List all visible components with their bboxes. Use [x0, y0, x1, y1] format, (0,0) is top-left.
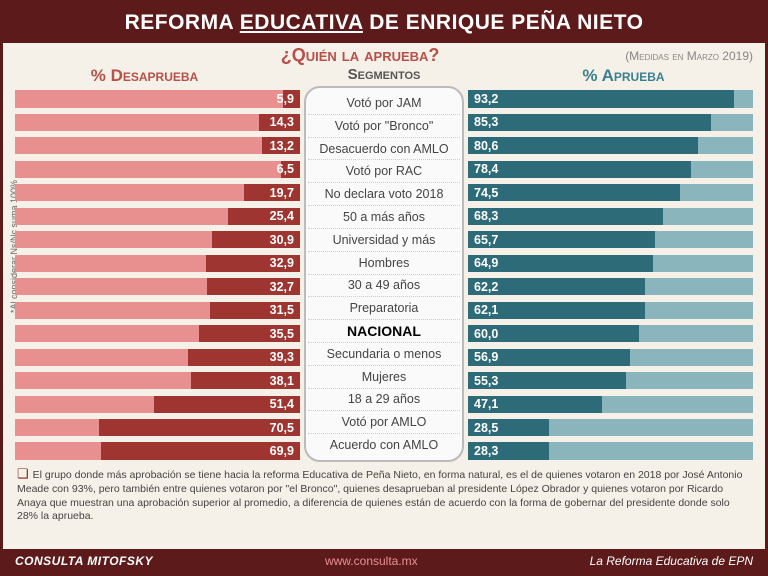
segments-column: Votó por JAMVotó por "Bronco"Desacuerdo … [304, 86, 464, 462]
disapprove-value: 39,3 [264, 350, 300, 364]
segment-label: Acuerdo con AMLO [308, 434, 460, 456]
segment-label: Preparatoria [308, 297, 460, 320]
disapprove-header: % Desaprueba [15, 66, 304, 86]
disapprove-bar: 35,5 [15, 323, 300, 345]
segment-label: No declara voto 2018 [308, 183, 460, 206]
brand-label: CONSULTA MITOFSKY [15, 554, 153, 568]
approve-bar: 68,3 [468, 205, 753, 227]
approve-value: 47,1 [468, 397, 504, 411]
approve-bar: 80,6 [468, 135, 753, 157]
question-title: ¿Quién la aprueba? [95, 45, 625, 66]
disapprove-bar: 5,9 [15, 88, 300, 110]
approve-value: 60,0 [468, 327, 504, 341]
disapprove-column: 5,9 14,3 13,2 6,5 19,7 25,4 30,9 32,9 32,7 31,5 35… [15, 86, 300, 462]
disapprove-bar: 6,5 [15, 158, 300, 180]
disapprove-bar: 30,9 [15, 229, 300, 251]
disapprove-value: 51,4 [264, 397, 300, 411]
disapprove-value: 31,5 [264, 303, 300, 317]
bottom-bar: CONSULTA MITOFSKY www.consulta.mx La Ref… [3, 549, 765, 573]
disapprove-bar: 70,5 [15, 417, 300, 439]
approve-bar: 62,2 [468, 276, 753, 298]
disapprove-bar: 13,2 [15, 135, 300, 157]
segments-header: Segmentos [304, 66, 464, 86]
segment-label: Secundaria o menos [308, 343, 460, 366]
approve-bar: 85,3 [468, 111, 753, 133]
approve-value: 78,4 [468, 162, 504, 176]
subheader: ¿Quién la aprueba? (Medidas en Marzo 201… [3, 43, 765, 66]
approve-bar: 64,9 [468, 252, 753, 274]
approve-value: 64,9 [468, 256, 504, 270]
segment-label: Universidad y más [308, 229, 460, 252]
approve-value: 28,3 [468, 444, 504, 458]
approve-bar: 56,9 [468, 346, 753, 368]
approve-value: 65,7 [468, 233, 504, 247]
approve-bar: 47,1 [468, 393, 753, 415]
disapprove-value: 14,3 [264, 115, 300, 129]
approve-bar: 28,3 [468, 440, 753, 462]
disapprove-bar: 14,3 [15, 111, 300, 133]
approve-value: 28,5 [468, 421, 504, 435]
segment-label: Hombres [308, 252, 460, 275]
segment-label: Votó por AMLO [308, 411, 460, 434]
approve-column: 93,2 85,3 80,6 78,4 74,5 68,3 65,7 64,9 62,2 62,1… [468, 86, 753, 462]
disapprove-bar: 25,4 [15, 205, 300, 227]
disapprove-value: 70,5 [264, 421, 300, 435]
disapprove-value: 6,5 [271, 162, 300, 176]
approve-header: % Aprueba [464, 66, 753, 86]
main-title: REFORMA EDUCATIVA DE ENRIQUE PEÑA NIETO [3, 3, 765, 43]
segment-label: Votó por RAC [308, 160, 460, 183]
disapprove-bar: 51,4 [15, 393, 300, 415]
disapprove-value: 69,9 [264, 444, 300, 458]
disapprove-value: 35,5 [264, 327, 300, 341]
disapprove-bar: 19,7 [15, 182, 300, 204]
approve-bar: 78,4 [468, 158, 753, 180]
approve-value: 62,1 [468, 303, 504, 317]
disapprove-bar: 32,7 [15, 276, 300, 298]
approve-value: 56,9 [468, 350, 504, 364]
segment-label: NACIONAL [308, 320, 460, 343]
approve-value: 55,3 [468, 374, 504, 388]
segment-label: Desacuerdo con AMLO [308, 138, 460, 161]
disapprove-value: 30,9 [264, 233, 300, 247]
segment-label: Mujeres [308, 366, 460, 389]
approve-value: 93,2 [468, 92, 504, 106]
disapprove-value: 32,7 [264, 280, 300, 294]
approve-bar: 74,5 [468, 182, 753, 204]
approve-bar: 65,7 [468, 229, 753, 251]
approve-bar: 55,3 [468, 370, 753, 392]
segment-label: 30 a 49 años [308, 275, 460, 298]
approve-value: 74,5 [468, 186, 504, 200]
disapprove-value: 38,1 [264, 374, 300, 388]
analysis-text: ❏El grupo donde más aprobación se tiene … [3, 462, 765, 524]
chart-area: 5,9 14,3 13,2 6,5 19,7 25,4 30,9 32,9 32,7 31,5 35… [3, 86, 765, 462]
approve-bar: 28,5 [468, 417, 753, 439]
disapprove-bar: 31,5 [15, 299, 300, 321]
disapprove-bar: 69,9 [15, 440, 300, 462]
disapprove-value: 13,2 [264, 139, 300, 153]
disapprove-value: 25,4 [264, 209, 300, 223]
segment-label: 50 a más años [308, 206, 460, 229]
disapprove-value: 19,7 [264, 186, 300, 200]
disapprove-value: 5,9 [271, 92, 300, 106]
segment-label: 18 a 29 años [308, 389, 460, 412]
approve-value: 85,3 [468, 115, 504, 129]
disapprove-bar: 32,9 [15, 252, 300, 274]
segment-label: Votó por JAM [308, 92, 460, 115]
column-headers: % Desaprueba Segmentos % Aprueba [3, 66, 765, 86]
url-label: www.consulta.mx [153, 554, 590, 568]
tagline: La Reforma Educativa de EPN [590, 554, 753, 568]
approve-bar: 60,0 [468, 323, 753, 345]
disapprove-bar: 39,3 [15, 346, 300, 368]
approve-bar: 93,2 [468, 88, 753, 110]
bullet-icon: ❏ [17, 466, 29, 481]
segment-label: Votó por "Bronco" [308, 115, 460, 138]
approve-value: 80,6 [468, 139, 504, 153]
approve-value: 68,3 [468, 209, 504, 223]
disapprove-value: 32,9 [264, 256, 300, 270]
date-note: (Medidas en Marzo 2019) [625, 49, 753, 63]
approve-value: 62,2 [468, 280, 504, 294]
disapprove-bar: 38,1 [15, 370, 300, 392]
approve-bar: 62,1 [468, 299, 753, 321]
